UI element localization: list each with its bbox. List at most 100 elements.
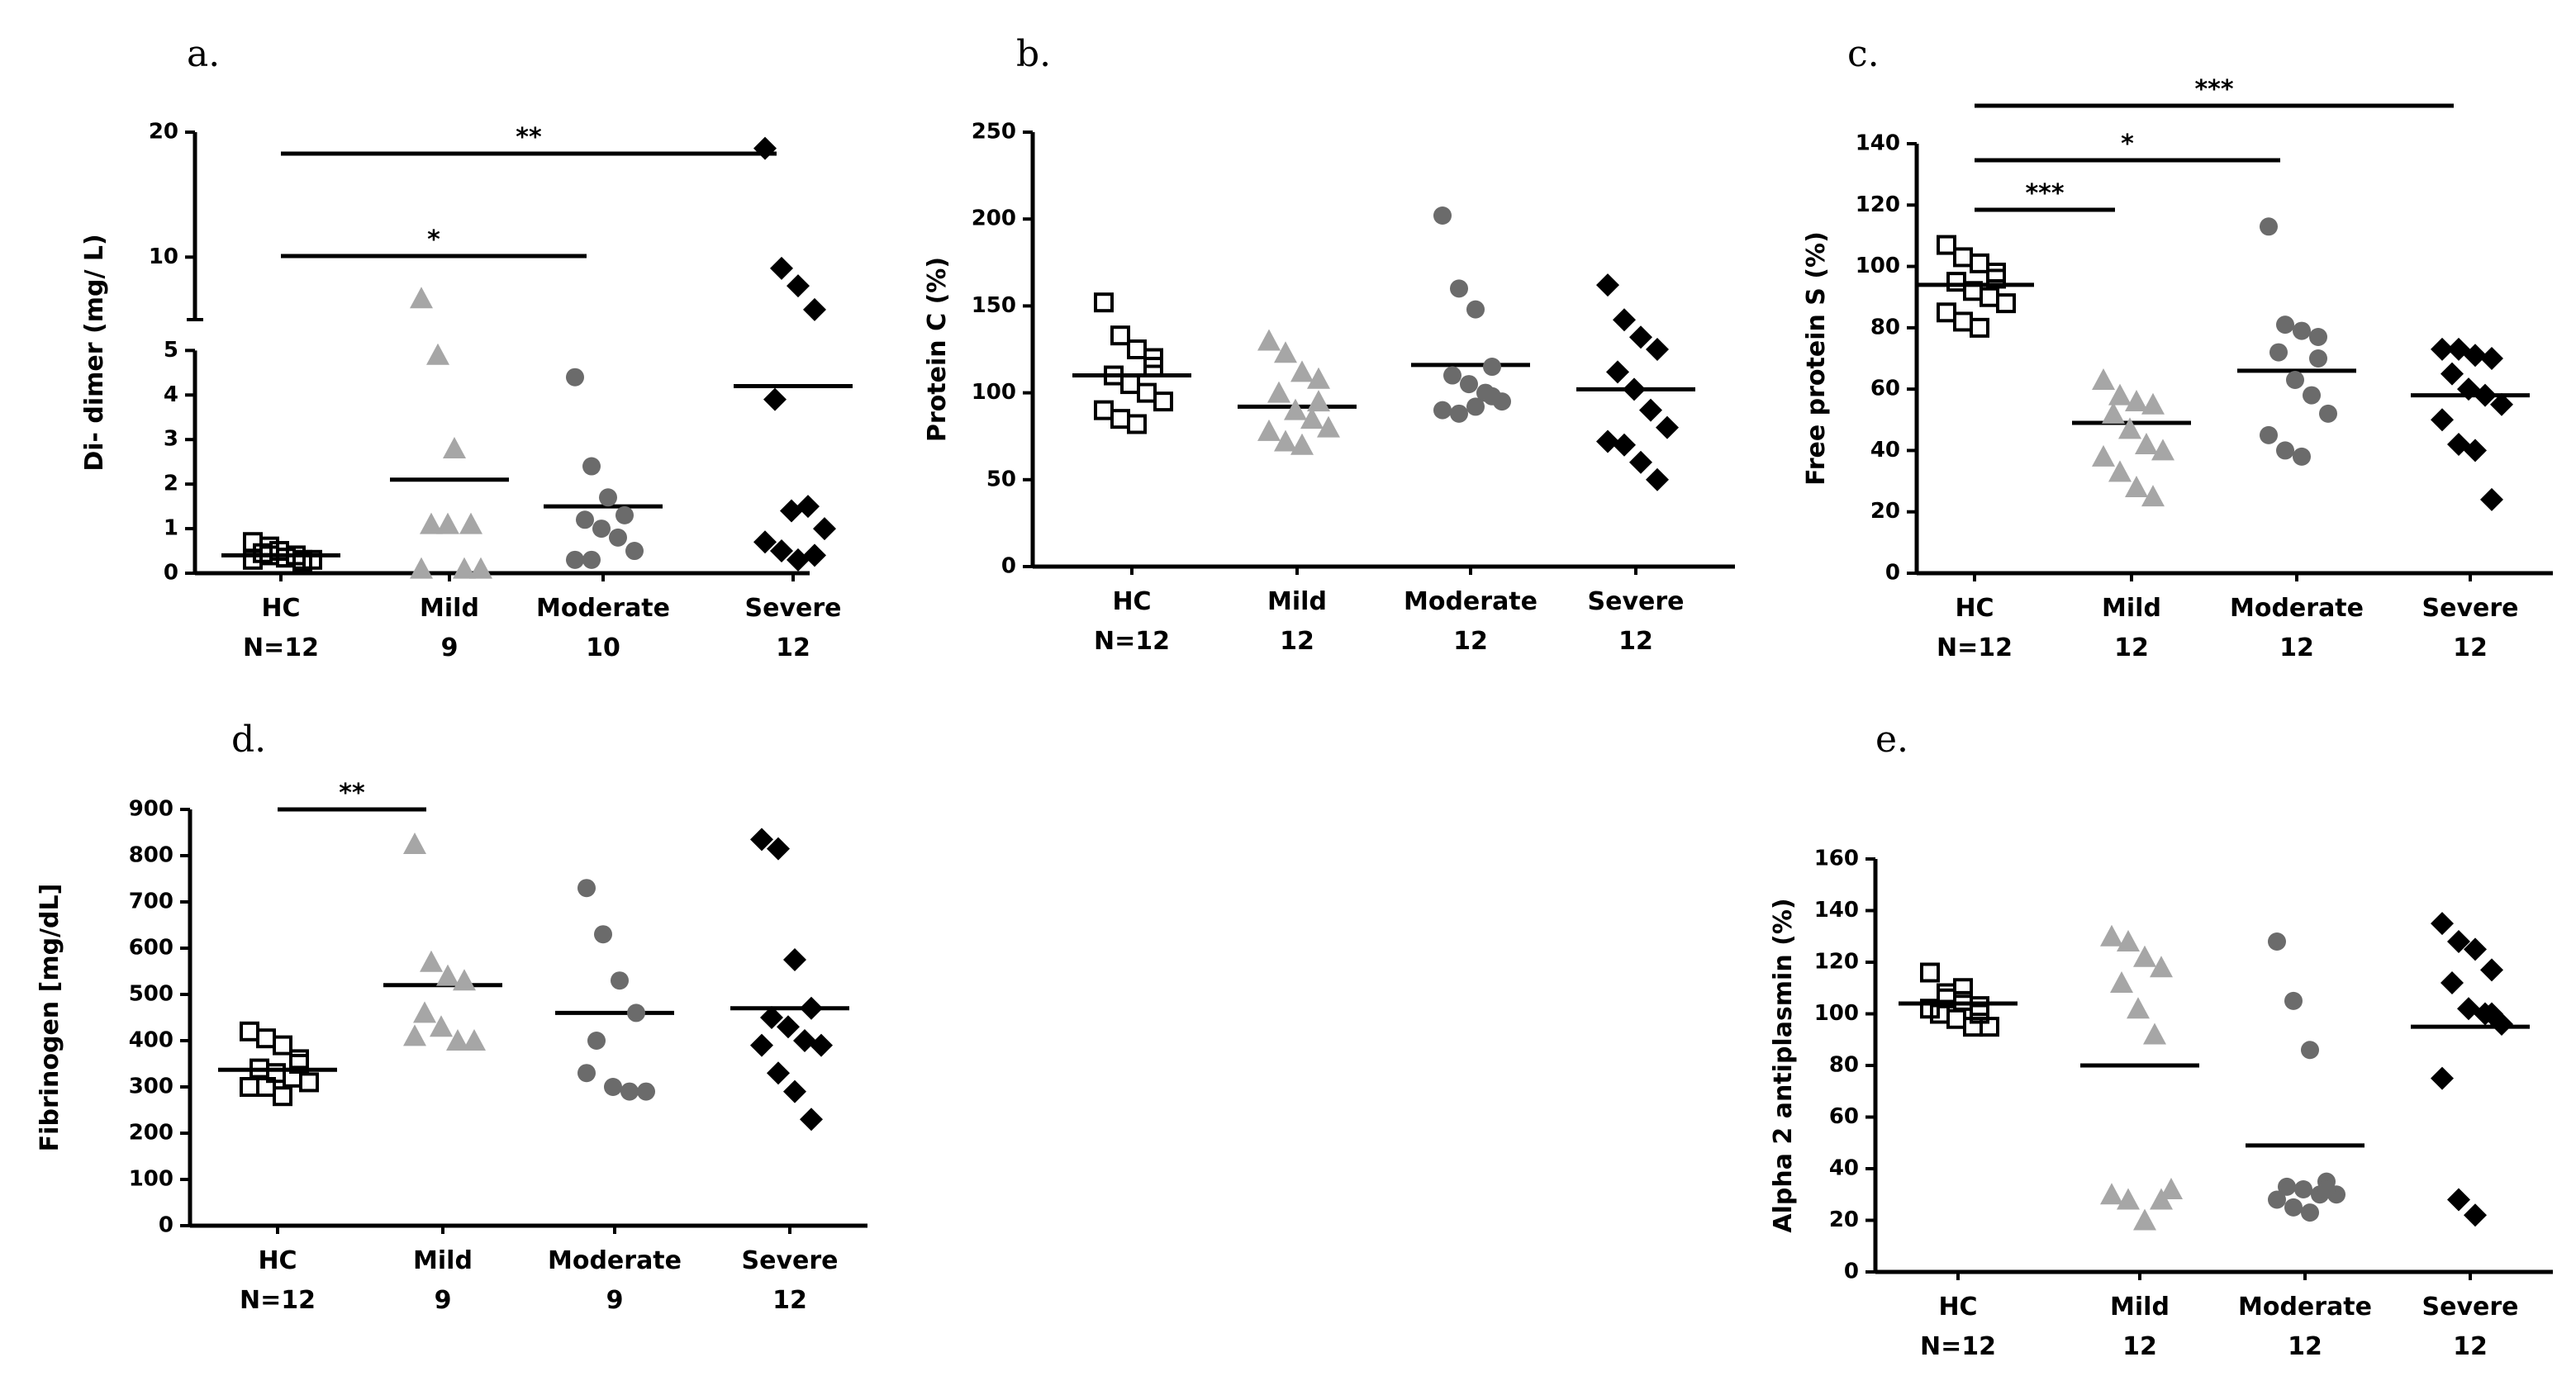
point — [1970, 317, 1989, 338]
point — [625, 542, 644, 561]
point — [2118, 417, 2141, 439]
point — [299, 1072, 319, 1093]
significance-label: * — [427, 225, 440, 254]
y-tick-label: 120 — [1856, 192, 1900, 217]
point — [256, 1028, 276, 1049]
point — [763, 387, 787, 411]
point — [767, 837, 790, 861]
point — [1450, 404, 1468, 423]
point — [1257, 329, 1281, 351]
point — [430, 1015, 453, 1037]
x-tick-label: Moderate — [548, 1246, 682, 1275]
y-axis-label: Fibrinogen [mg/dL] — [36, 884, 64, 1152]
point — [1300, 407, 1324, 429]
point — [2464, 1203, 2487, 1227]
point — [787, 548, 810, 572]
point — [1483, 387, 1501, 406]
point — [582, 550, 601, 569]
y-axis-label: Protein C (%) — [923, 257, 952, 442]
point — [1110, 325, 1130, 346]
point — [767, 1061, 790, 1085]
point — [800, 996, 823, 1020]
point — [2125, 476, 2148, 497]
point — [1127, 414, 1147, 434]
point — [1137, 382, 1157, 403]
n-label: 12 — [776, 633, 810, 662]
point — [2317, 1180, 2336, 1198]
point — [1937, 988, 1956, 1008]
y-tick-label: 3 — [164, 427, 178, 452]
x-tick-label: Severe — [2422, 594, 2519, 623]
point — [403, 833, 426, 854]
point — [2303, 386, 2321, 405]
n-label: 9 — [435, 1286, 452, 1315]
y-tick-label: 140 — [1856, 131, 1900, 156]
point — [463, 1029, 486, 1051]
n-label: 12 — [2114, 633, 2149, 662]
point — [1290, 433, 1314, 455]
panel-letter: a. — [187, 33, 220, 75]
point — [2293, 447, 2311, 466]
point — [403, 1024, 426, 1046]
point — [2284, 1198, 2303, 1217]
x-tick-label: Mild — [1267, 587, 1327, 616]
y-axis-label: Alpha 2 antiplasmin (%) — [1769, 898, 1798, 1232]
point — [273, 1086, 292, 1107]
point — [750, 1033, 773, 1057]
y-tick-label: 100 — [972, 380, 1016, 405]
point — [753, 530, 777, 554]
n-label: N=12 — [243, 633, 319, 662]
x-tick-label: Mild — [420, 594, 479, 623]
y-tick-label: 140 — [1814, 898, 1859, 923]
point — [2480, 347, 2503, 370]
y-tick-label: 400 — [129, 1028, 173, 1053]
point — [2125, 390, 2148, 411]
y-tick-label: 5 — [164, 338, 178, 363]
point — [2286, 371, 2304, 389]
n-label: N=12 — [240, 1286, 316, 1315]
point — [2431, 912, 2454, 936]
x-tick-label: Severe — [1588, 587, 1685, 616]
point — [2309, 328, 2327, 346]
point — [2133, 945, 2156, 967]
point — [783, 948, 806, 971]
point — [273, 1035, 292, 1056]
y-tick-label: 40 — [1870, 438, 1900, 463]
point — [1639, 398, 1662, 422]
point — [1466, 300, 1485, 319]
y-tick-label: 100 — [1814, 1001, 1859, 1026]
point — [1623, 377, 1646, 401]
point — [582, 457, 601, 476]
point — [760, 1006, 783, 1029]
point — [453, 557, 476, 579]
point — [2108, 460, 2132, 482]
point — [2160, 1178, 2183, 1199]
point — [1953, 247, 1973, 268]
y-tick-label: 40 — [1829, 1156, 1859, 1181]
point — [420, 950, 443, 972]
point — [2431, 408, 2454, 432]
point — [240, 1077, 259, 1097]
y-tick-label: 800 — [129, 843, 173, 868]
point — [2102, 401, 2125, 424]
point — [469, 557, 492, 579]
x-tick-label: HC — [1938, 1293, 1977, 1321]
n-label: 12 — [1618, 627, 1653, 656]
point — [800, 1108, 823, 1132]
point — [2431, 337, 2454, 361]
x-tick-label: Severe — [2422, 1293, 2519, 1321]
point — [1606, 360, 1629, 384]
point — [611, 971, 629, 990]
panel-letter: e. — [1875, 719, 1908, 761]
point — [436, 512, 459, 534]
point — [2117, 1188, 2140, 1210]
point — [436, 964, 459, 986]
y-tick-label: 50 — [986, 467, 1016, 491]
point — [1920, 962, 1940, 983]
point — [2276, 441, 2294, 460]
point — [2133, 1208, 2156, 1231]
point — [1937, 235, 1956, 255]
point — [2117, 930, 2140, 951]
point — [1613, 433, 1636, 457]
